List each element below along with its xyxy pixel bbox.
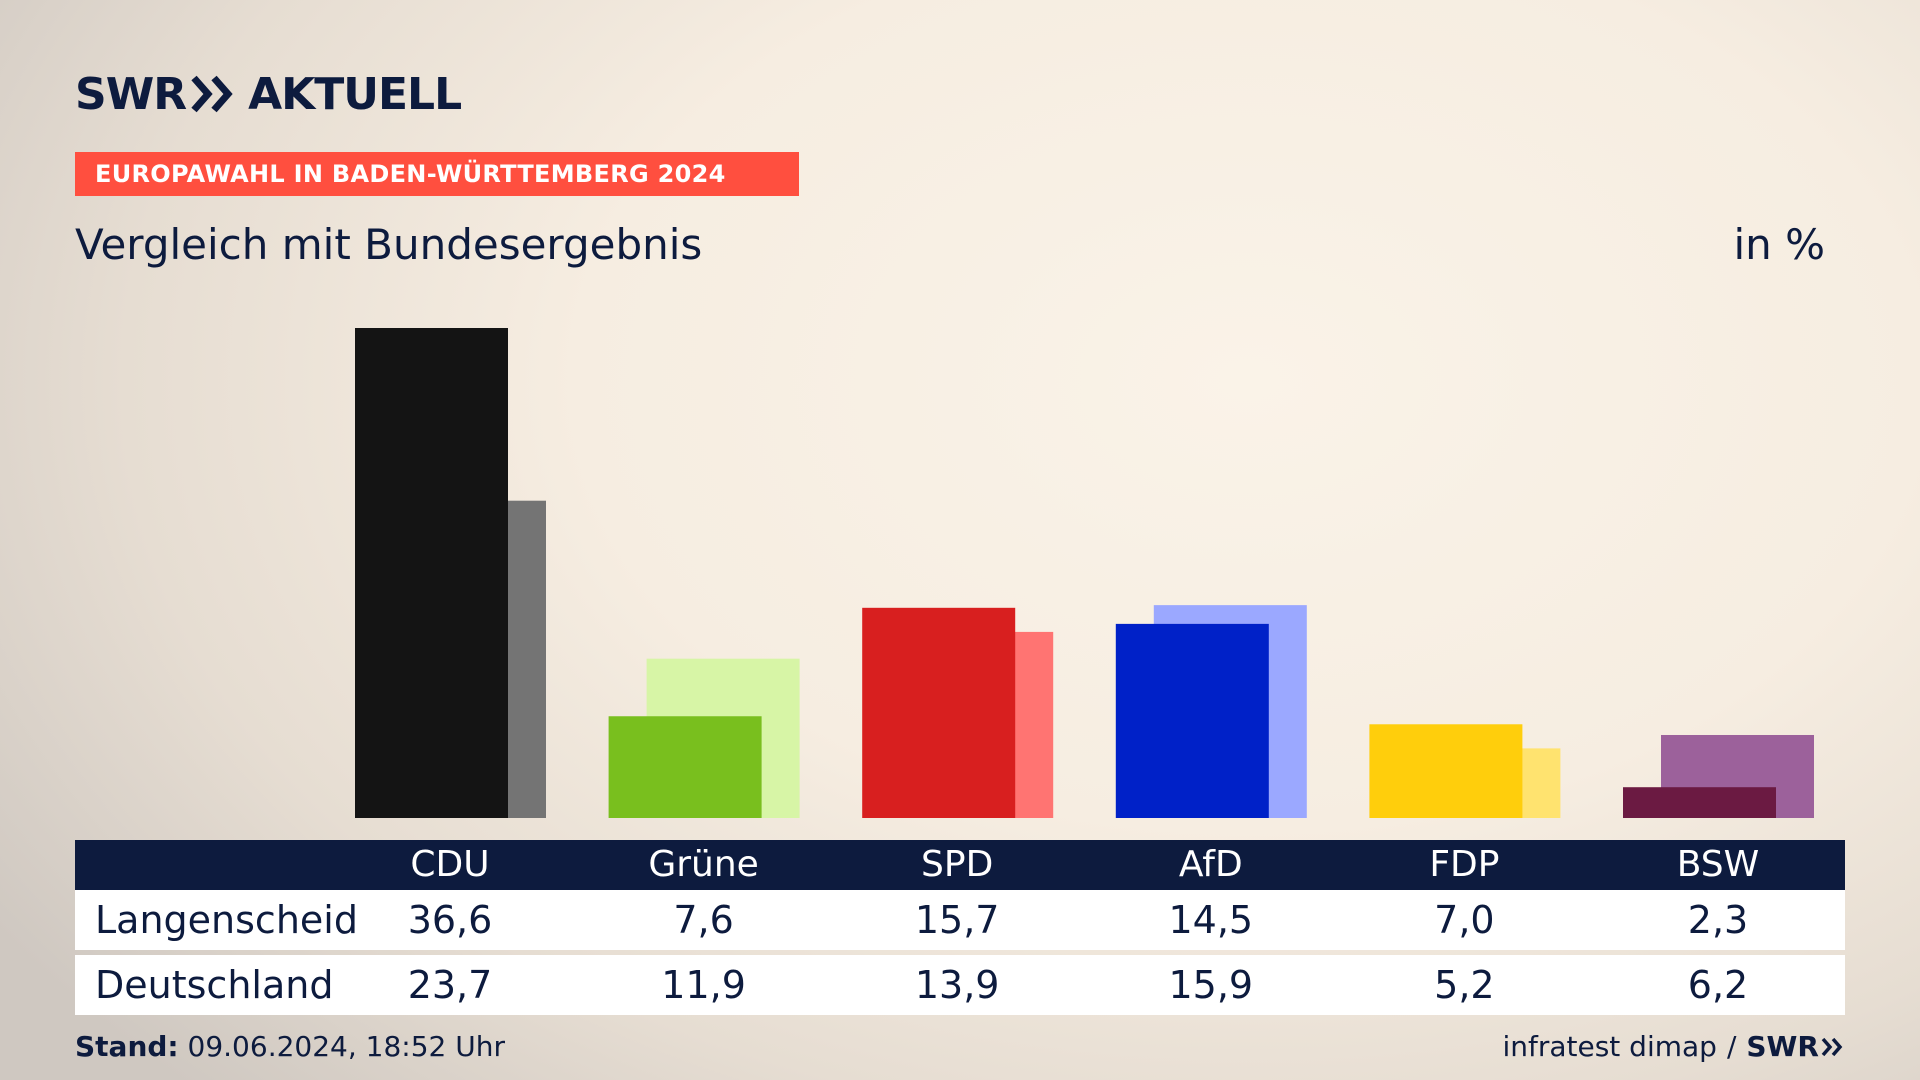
data-label: 23,7 <box>407 963 493 1007</box>
data-label: 14,5 <box>1168 898 1254 942</box>
category-label: CDU <box>410 844 490 885</box>
bar-fdp-langenscheid <box>1369 724 1523 818</box>
data-label: 15,7 <box>914 898 1000 942</box>
bar-chart <box>355 328 1814 818</box>
data-label: 15,9 <box>1168 963 1254 1007</box>
stand-value: 09.06.2024, 18:52 Uhr <box>187 1030 505 1063</box>
data-label: 7,6 <box>673 898 734 942</box>
source-brand: SWR <box>1746 1030 1845 1063</box>
data-label: 7,0 <box>1434 898 1495 942</box>
timestamp: Stand: 09.06.2024, 18:52 Uhr <box>75 1030 505 1063</box>
brand-aktuell: AKTUELL <box>248 68 462 120</box>
category-label: BSW <box>1676 844 1760 885</box>
data-label: 2,3 <box>1687 898 1749 942</box>
bar-bsw-langenscheid <box>1623 787 1776 818</box>
separator: / <box>1726 1030 1737 1063</box>
table-header: CDU Grüne SPD AfD FDP BSW <box>75 840 1845 890</box>
data-label: 5,2 <box>1434 963 1495 1007</box>
source-text: infratest dimap <box>1502 1030 1717 1063</box>
source-credit: infratest dimap / SWR <box>1502 1030 1845 1063</box>
data-label: 13,9 <box>914 963 1000 1007</box>
source-brand-text: SWR <box>1746 1030 1819 1063</box>
row-label: Deutschland <box>95 963 334 1007</box>
brand-logo: SWR AKTUELL <box>75 64 462 124</box>
bar-grüne-langenscheid <box>608 716 762 818</box>
stand-label: Stand: <box>75 1030 179 1063</box>
table-row: Langenscheid 36,6 7,6 15,7 14,5 7,0 2,3 <box>75 890 1845 950</box>
brand-swr: SWR <box>75 68 187 120</box>
category-label: SPD <box>921 844 994 885</box>
data-label: 11,9 <box>661 963 746 1007</box>
bar-afd-langenscheid <box>1115 623 1269 818</box>
data-label: 36,6 <box>407 898 493 942</box>
unit-label: in % <box>1733 220 1825 269</box>
category-label: Grüne <box>648 844 759 885</box>
chevrons-icon <box>1821 1037 1843 1056</box>
event-banner: EUROPAWAHL IN BADEN-WÜRTTEMBERG 2024 <box>75 152 799 196</box>
results-table: CDU Grüne SPD AfD FDP BSW Langenscheid 36,6 7,… <box>75 840 1845 1015</box>
table-row: Deutschland 23,7 11,9 13,9 15,9 5,2 6,2 <box>75 955 1845 1015</box>
chevrons-icon <box>191 75 233 113</box>
row-label: Langenscheid <box>95 898 358 942</box>
data-label: 6,2 <box>1687 963 1749 1007</box>
bar-spd-langenscheid <box>862 607 1016 818</box>
chart-title: Vergleich mit Bundesergebnis <box>75 220 703 269</box>
category-label: AfD <box>1178 844 1243 885</box>
bar-cdu-langenscheid <box>355 328 508 818</box>
category-label: FDP <box>1429 844 1500 885</box>
